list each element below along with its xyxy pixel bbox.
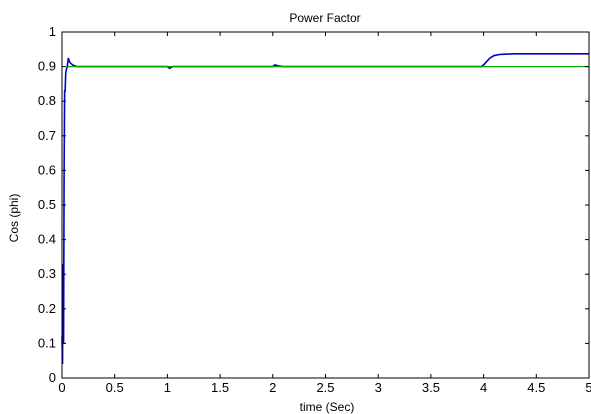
x-tick-label: 2 bbox=[269, 380, 276, 395]
y-tick-label: 0.8 bbox=[38, 93, 56, 108]
chart-title: Power Factor bbox=[289, 11, 360, 25]
y-tick-label: 0.1 bbox=[38, 335, 56, 350]
y-tick-label: 0.4 bbox=[38, 232, 56, 247]
x-tick-label: 2.5 bbox=[316, 380, 334, 395]
x-tick-label: 0 bbox=[58, 380, 65, 395]
x-tick-label: 1.5 bbox=[211, 380, 229, 395]
y-tick-label: 0.3 bbox=[38, 266, 56, 281]
plot-frame bbox=[61, 31, 590, 379]
y-tick-label: 1 bbox=[49, 24, 56, 39]
x-tick-label: 4.5 bbox=[527, 380, 545, 395]
x-tick-label: 0.5 bbox=[106, 380, 124, 395]
y-tick-label: 0 bbox=[49, 370, 56, 385]
y-tick-label: 0.5 bbox=[38, 197, 56, 212]
y-axis-label: Cos (phi) bbox=[7, 194, 21, 243]
x-axis-label: time (Sec) bbox=[300, 400, 355, 414]
y-tick-label: 0.9 bbox=[38, 59, 56, 74]
y-tick-label: 0.6 bbox=[38, 162, 56, 177]
y-tick-label: 0.2 bbox=[38, 301, 56, 316]
x-tick-label: 3.5 bbox=[422, 380, 440, 395]
x-tick-label: 1 bbox=[164, 380, 171, 395]
x-tick-label: 5 bbox=[585, 380, 591, 395]
y-tick-label: 0.7 bbox=[38, 128, 56, 143]
x-tick-label: 3 bbox=[375, 380, 382, 395]
series-line-1 bbox=[61, 52, 589, 365]
x-tick-label: 4 bbox=[480, 380, 487, 395]
